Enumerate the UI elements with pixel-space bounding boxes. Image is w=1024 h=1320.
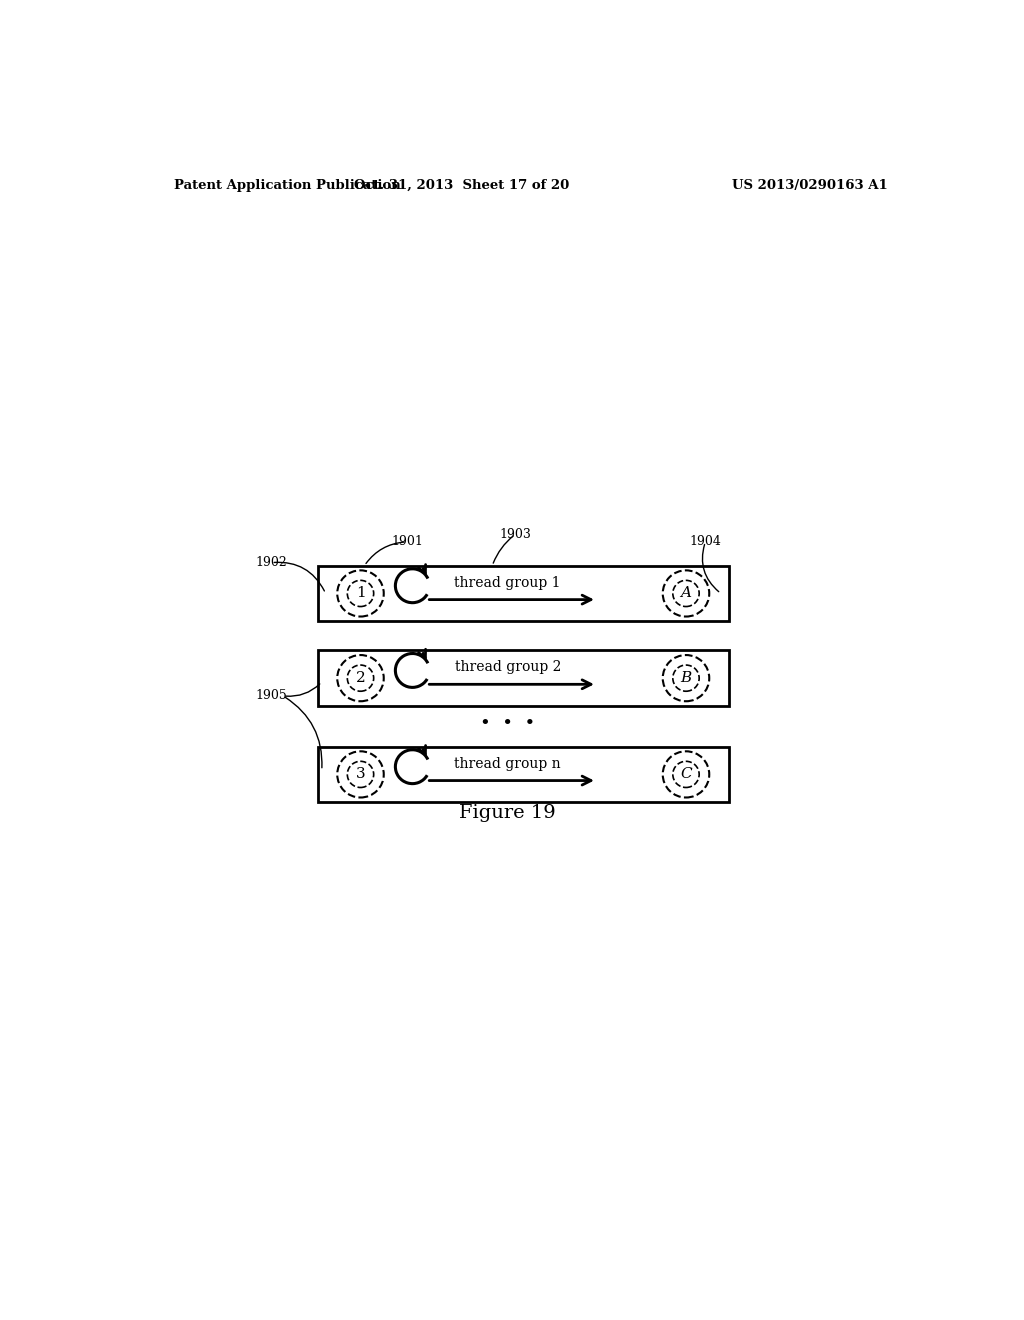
Text: 2: 2 xyxy=(355,671,366,685)
Text: thread group 1: thread group 1 xyxy=(455,576,561,590)
Ellipse shape xyxy=(337,570,384,616)
Text: A: A xyxy=(681,586,691,601)
Ellipse shape xyxy=(347,665,374,692)
Text: Oct. 31, 2013  Sheet 17 of 20: Oct. 31, 2013 Sheet 17 of 20 xyxy=(353,178,569,191)
Ellipse shape xyxy=(663,570,710,616)
Ellipse shape xyxy=(347,762,374,788)
Text: 1902: 1902 xyxy=(256,556,288,569)
Bar xyxy=(317,651,729,706)
Ellipse shape xyxy=(673,665,699,692)
Text: thread group n: thread group n xyxy=(455,756,561,771)
Ellipse shape xyxy=(347,581,374,607)
Text: 1903: 1903 xyxy=(500,528,531,541)
Ellipse shape xyxy=(663,751,710,797)
Text: thread group 2: thread group 2 xyxy=(455,660,561,675)
Ellipse shape xyxy=(663,655,710,701)
Text: 1901: 1901 xyxy=(391,536,423,548)
Text: US 2013/0290163 A1: US 2013/0290163 A1 xyxy=(732,178,888,191)
Bar xyxy=(317,747,729,803)
Text: Patent Application Publication: Patent Application Publication xyxy=(174,178,401,191)
Bar xyxy=(317,566,729,622)
Text: 1: 1 xyxy=(355,586,366,601)
Text: 3: 3 xyxy=(355,767,366,781)
Ellipse shape xyxy=(337,655,384,701)
Text: •  •  •: • • • xyxy=(480,714,536,733)
Ellipse shape xyxy=(337,751,384,797)
Text: B: B xyxy=(680,671,691,685)
Ellipse shape xyxy=(673,762,699,788)
Ellipse shape xyxy=(673,581,699,607)
Text: C: C xyxy=(680,767,692,781)
Text: 1905: 1905 xyxy=(256,689,288,702)
Text: Figure 19: Figure 19 xyxy=(460,804,556,822)
Text: 1904: 1904 xyxy=(689,536,721,548)
